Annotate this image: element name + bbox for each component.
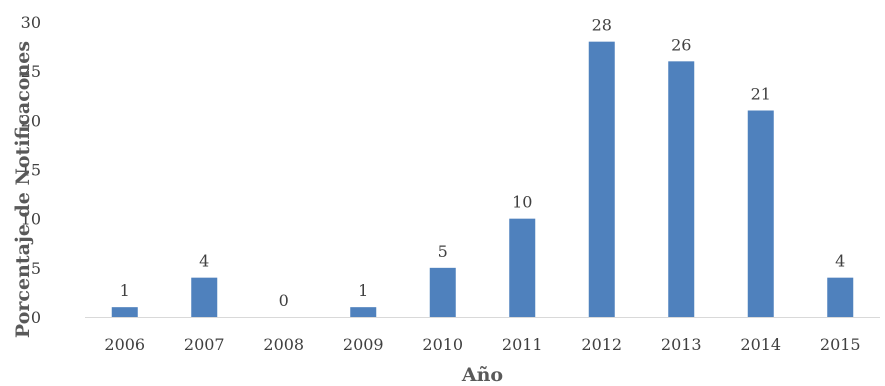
- data-label-2006: 1: [120, 281, 130, 300]
- x-tick-label-2014: 2014: [740, 335, 781, 354]
- bar-2015: [827, 277, 854, 317]
- x-tick-label-2011: 2011: [502, 335, 543, 354]
- bar-2010: [429, 267, 456, 317]
- y-tick-label: 0: [31, 308, 41, 327]
- x-tick-label-2008: 2008: [263, 335, 304, 354]
- y-tick-label: 15: [21, 161, 41, 180]
- data-label-2010: 5: [438, 242, 448, 261]
- x-tick-label-2015: 2015: [820, 335, 861, 354]
- x-tick-label-2010: 2010: [422, 335, 463, 354]
- x-axis-ticks: 2006 2007 2008 2009 2010 2011 2012 2013 2014 2015: [104, 335, 860, 354]
- data-label-2014: 21: [751, 85, 771, 104]
- bar-2009: [350, 307, 377, 317]
- bars: [111, 41, 854, 318]
- y-tick-label: 25: [21, 62, 41, 81]
- bar-2012: [588, 41, 615, 318]
- x-tick-label-2007: 2007: [184, 335, 225, 354]
- y-tick-label: 20: [21, 111, 41, 130]
- y-axis-ticks: 0 5 10 15 20 25 30: [21, 13, 41, 327]
- x-tick-label-2009: 2009: [343, 335, 384, 354]
- data-labels: 1 4 0 1 5 10 28 26 21 4: [120, 16, 846, 310]
- data-label-2013: 26: [671, 35, 691, 54]
- y-tick-label: 30: [21, 13, 41, 32]
- y-axis-title: Porcentaje de Notificacones: [12, 41, 34, 338]
- data-label-2008: 0: [279, 291, 289, 310]
- bar-2014: [747, 110, 774, 317]
- data-label-2007: 4: [199, 252, 209, 271]
- bar-2006: [111, 307, 138, 317]
- x-axis-title: Año: [461, 364, 503, 386]
- y-tick-label: 10: [21, 210, 41, 229]
- data-label-2009: 1: [358, 281, 368, 300]
- x-tick-label-2013: 2013: [661, 335, 702, 354]
- bar-2011: [509, 218, 536, 317]
- data-label-2012: 28: [592, 16, 612, 35]
- bar-2013: [668, 61, 695, 318]
- x-tick-label-2012: 2012: [581, 335, 622, 354]
- data-label-2011: 10: [512, 193, 532, 212]
- data-label-2015: 4: [835, 252, 845, 271]
- y-tick-label: 5: [31, 259, 41, 278]
- x-tick-label-2006: 2006: [104, 335, 145, 354]
- bar-2007: [191, 277, 218, 317]
